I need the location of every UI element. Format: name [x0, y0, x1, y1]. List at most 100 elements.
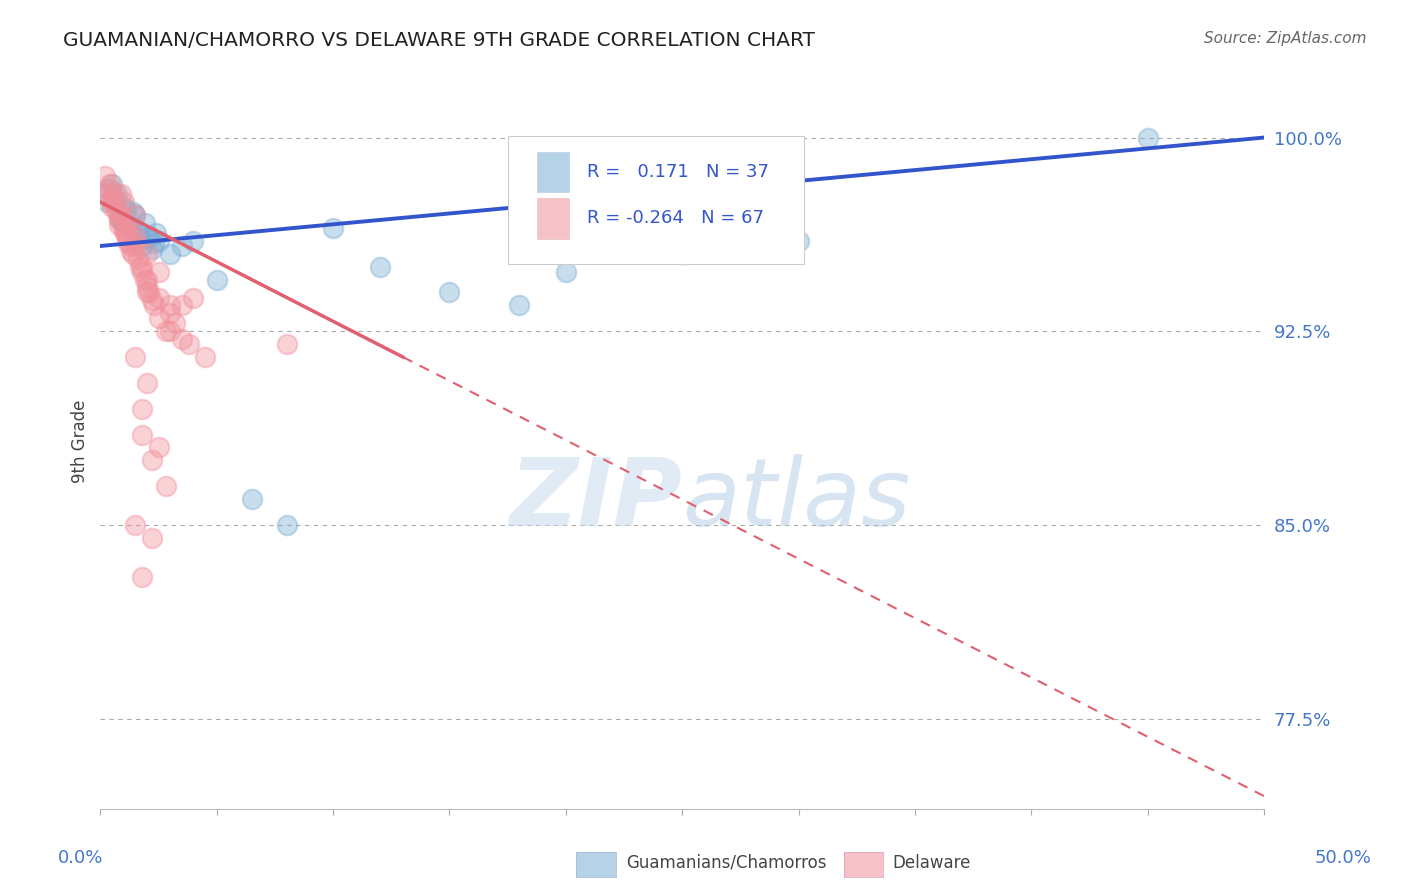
Point	[110, 213, 132, 227]
Point	[159, 324, 181, 338]
Point	[122, 205, 145, 219]
Point	[124, 208, 146, 222]
Point	[177, 337, 200, 351]
Point	[112, 200, 135, 214]
Point	[138, 285, 160, 300]
Point	[112, 221, 135, 235]
FancyBboxPatch shape	[537, 152, 569, 192]
Text: R =   0.171   N = 37: R = 0.171 N = 37	[586, 163, 769, 181]
Point	[101, 177, 124, 191]
Point	[108, 219, 131, 233]
Point	[112, 195, 135, 210]
Point	[148, 234, 170, 248]
Point	[120, 244, 142, 259]
Point	[163, 317, 186, 331]
Point	[103, 185, 125, 199]
Point	[131, 260, 153, 274]
Text: GUAMANIAN/CHAMORRO VS DELAWARE 9TH GRADE CORRELATION CHART: GUAMANIAN/CHAMORRO VS DELAWARE 9TH GRADE…	[63, 31, 815, 50]
Point	[131, 401, 153, 416]
Point	[508, 298, 530, 312]
Point	[110, 208, 132, 222]
Point	[96, 182, 118, 196]
Point	[183, 234, 205, 248]
Point	[115, 228, 138, 243]
Point	[170, 239, 193, 253]
Point	[112, 223, 135, 237]
Text: Delaware: Delaware	[893, 854, 972, 871]
Point	[124, 228, 146, 243]
Text: R = -0.264   N = 67: R = -0.264 N = 67	[586, 210, 763, 227]
Point	[103, 193, 125, 207]
Point	[108, 211, 131, 225]
Point	[124, 517, 146, 532]
Point	[141, 453, 163, 467]
Point	[129, 260, 152, 274]
Point	[124, 208, 146, 222]
Point	[159, 306, 181, 320]
Point	[148, 441, 170, 455]
Point	[115, 226, 138, 240]
Point	[368, 260, 391, 274]
Point	[159, 298, 181, 312]
Point	[135, 231, 157, 245]
Point	[122, 246, 145, 260]
Point	[98, 182, 121, 196]
Point	[131, 239, 153, 253]
Point	[115, 202, 138, 217]
Point	[159, 246, 181, 260]
Point	[135, 272, 157, 286]
Point	[145, 226, 167, 240]
Point	[98, 193, 121, 207]
Point	[117, 236, 139, 251]
Point	[170, 332, 193, 346]
Point	[142, 236, 165, 251]
Point	[142, 298, 165, 312]
Text: 50.0%: 50.0%	[1315, 849, 1371, 867]
Point	[108, 213, 131, 227]
Point	[96, 195, 118, 210]
Point	[134, 272, 156, 286]
Text: 0.0%: 0.0%	[58, 849, 103, 867]
Point	[117, 221, 139, 235]
Point	[170, 298, 193, 312]
Text: atlas: atlas	[682, 454, 911, 545]
Point	[135, 285, 157, 300]
Point	[124, 239, 146, 253]
Point	[205, 272, 228, 286]
Point	[120, 239, 142, 253]
Point	[131, 427, 153, 442]
Point	[127, 252, 149, 266]
Point	[671, 246, 693, 260]
Text: ZIP: ZIP	[509, 454, 682, 546]
Point	[240, 492, 263, 507]
Point	[96, 187, 118, 202]
Point	[120, 221, 142, 235]
Point	[141, 242, 163, 256]
Point	[110, 187, 132, 202]
Point	[135, 246, 157, 260]
Point	[127, 223, 149, 237]
Text: Source: ZipAtlas.com: Source: ZipAtlas.com	[1204, 31, 1367, 46]
Point	[105, 187, 128, 202]
Point	[131, 569, 153, 583]
Point	[124, 350, 146, 364]
FancyBboxPatch shape	[537, 198, 569, 238]
Point	[124, 234, 146, 248]
Point	[194, 350, 217, 364]
Point	[148, 311, 170, 326]
Point	[276, 517, 298, 532]
Point	[1136, 130, 1159, 145]
Point	[110, 211, 132, 225]
Point	[155, 479, 177, 493]
Point	[276, 337, 298, 351]
Point	[105, 205, 128, 219]
Point	[787, 234, 810, 248]
Point	[103, 190, 125, 204]
Point	[148, 291, 170, 305]
Point	[141, 531, 163, 545]
Point	[554, 265, 576, 279]
Point	[148, 265, 170, 279]
Text: Guamanians/Chamorros: Guamanians/Chamorros	[626, 854, 827, 871]
Point	[105, 202, 128, 217]
Point	[129, 226, 152, 240]
